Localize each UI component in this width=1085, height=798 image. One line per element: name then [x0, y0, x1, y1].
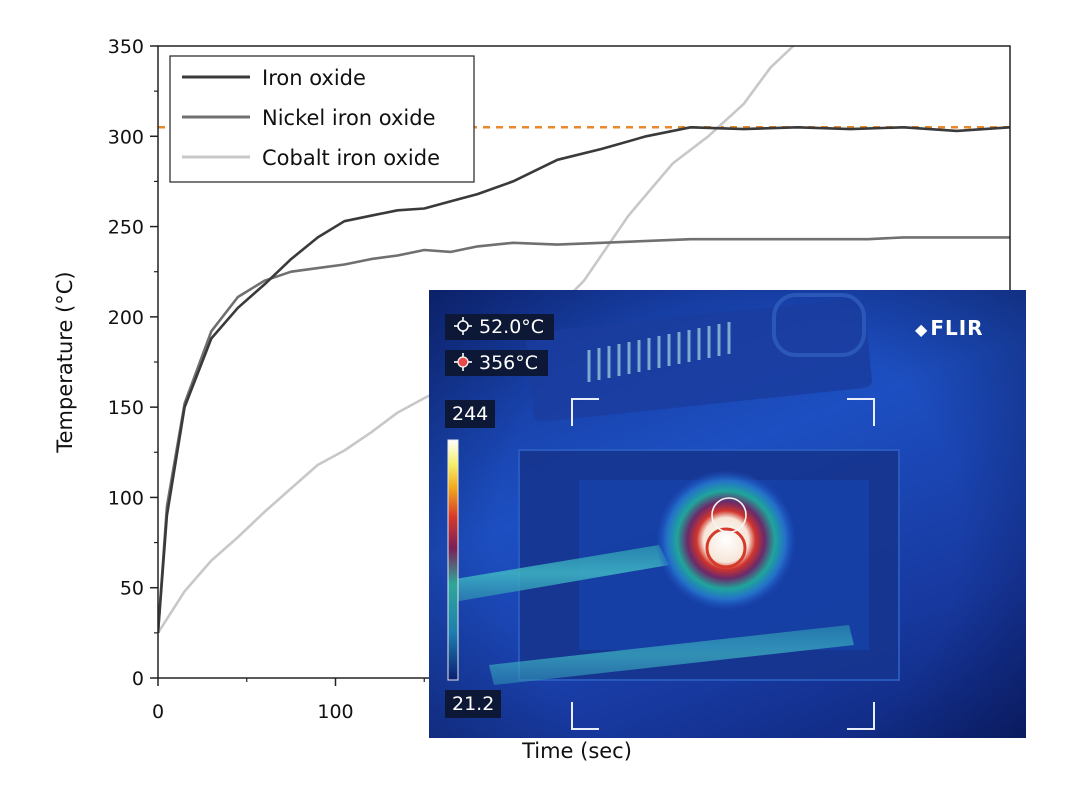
x-axis-title: Time (sec) [521, 739, 632, 763]
series-line-cobalt-iron-oxide [158, 46, 796, 634]
legend-label: Cobalt iron oxide [262, 146, 440, 170]
x-tick-label: 0 [152, 701, 164, 723]
y-tick-label: 250 [108, 217, 144, 239]
area-bracket-top-left [571, 398, 599, 426]
scale-min-label: 21.2 [445, 690, 502, 718]
y-tick-label: 350 [108, 36, 144, 58]
flir-logo: ◆ FLIR [915, 316, 984, 340]
scale-max-label: 244 [445, 400, 496, 428]
thermal-scene [447, 293, 900, 685]
hotspot-icon [454, 353, 472, 371]
spot-measurement-2: 356°C [445, 350, 549, 376]
legend-label: Iron oxide [262, 66, 366, 90]
area-bracket-bottom-left [571, 702, 599, 730]
thermal-camera-inset: 52.0°C 356°C ◆ FLIR 244 21.2 [429, 290, 1026, 738]
y-tick-label: 300 [108, 126, 144, 148]
area-bracket-top-right [847, 398, 875, 426]
y-tick-label: 100 [108, 487, 144, 509]
x-tick-label: 100 [317, 701, 353, 723]
spot-temp-2: 356°C [479, 352, 539, 374]
flir-emblem-icon: ◆ [915, 320, 929, 339]
legend-label: Nickel iron oxide [262, 106, 436, 130]
series-line-nickel-iron-oxide [158, 236, 1010, 633]
series-line-iron-oxide [158, 126, 1010, 633]
legend: Iron oxide Nickel iron oxide Cobalt iron o… [169, 55, 475, 183]
y-tick-label: 150 [108, 397, 144, 419]
area-bracket-bottom-right [847, 702, 875, 730]
crosshair-icon [454, 317, 472, 335]
y-tick-label: 50 [120, 578, 144, 600]
y-tick-label: 200 [108, 307, 144, 329]
y-tick-label: 0 [132, 668, 144, 690]
spot-measurement-1: 52.0°C [445, 314, 555, 340]
y-axis-title: Temperature (°C) [53, 271, 77, 453]
spot-temp-1: 52.0°C [479, 316, 545, 338]
